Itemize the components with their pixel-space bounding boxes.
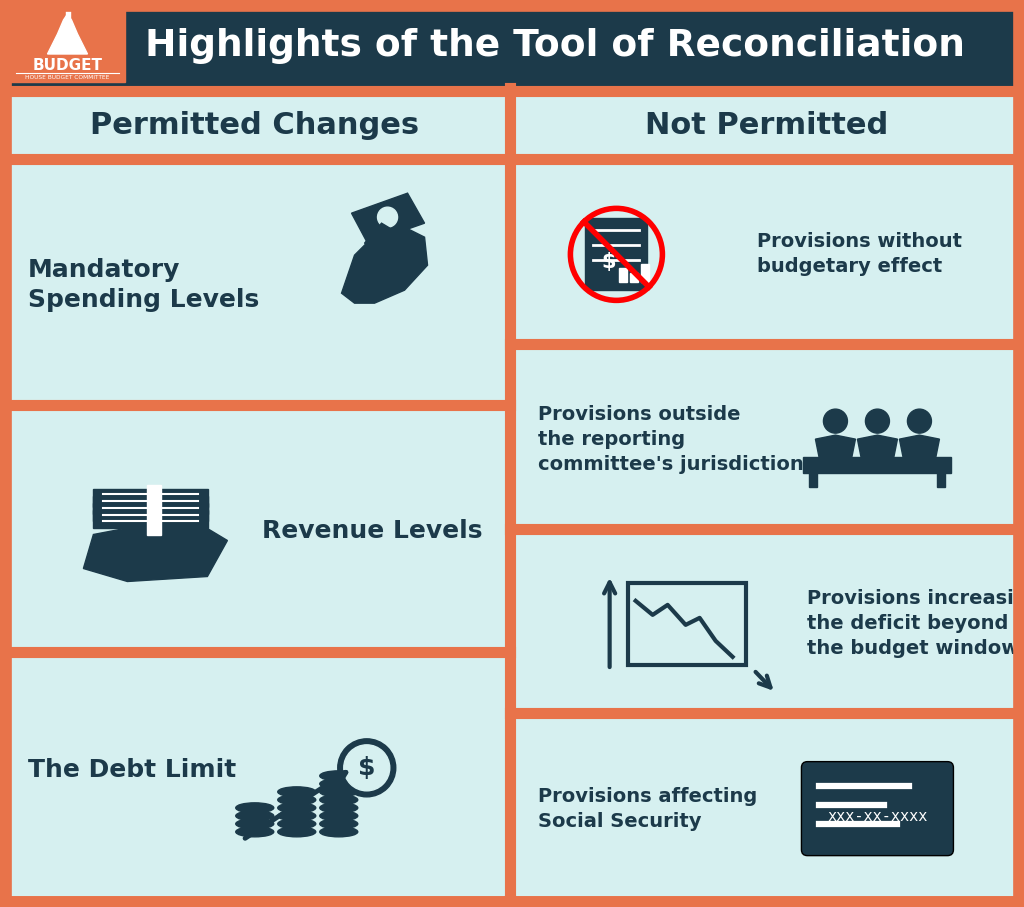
Ellipse shape [278, 803, 315, 813]
Ellipse shape [236, 819, 273, 829]
Bar [628, 583, 745, 665]
Bar [516, 717, 1018, 895]
Bar [516, 94, 1018, 156]
Ellipse shape [278, 787, 315, 797]
Circle shape [823, 409, 848, 434]
Bar [0, 0, 1024, 88]
Bar [93, 495, 209, 513]
Text: HOUSE BUDGET COMMITTEE: HOUSE BUDGET COMMITTEE [26, 75, 110, 80]
Bar [586, 219, 647, 290]
Bar [631, 273, 638, 282]
Bar [809, 473, 817, 487]
Text: Revenue Levels: Revenue Levels [261, 520, 482, 543]
Polygon shape [47, 14, 87, 54]
Ellipse shape [236, 811, 273, 821]
Ellipse shape [278, 795, 315, 805]
Bar [516, 346, 1018, 525]
Ellipse shape [319, 771, 357, 781]
Bar [516, 162, 1018, 341]
Bar [641, 264, 649, 282]
FancyBboxPatch shape [802, 762, 953, 855]
Bar [93, 502, 209, 521]
Text: Provisions without
budgetary effect: Provisions without budgetary effect [757, 232, 962, 277]
Bar [620, 268, 628, 282]
Text: Not Permitted: Not Permitted [645, 111, 889, 140]
Text: The Debt Limit: The Debt Limit [28, 758, 237, 782]
Bar [93, 510, 209, 528]
Polygon shape [342, 227, 428, 303]
Text: Mandatory
Spending Levels: Mandatory Spending Levels [28, 258, 259, 313]
Ellipse shape [319, 795, 357, 805]
Ellipse shape [319, 819, 357, 829]
Circle shape [344, 745, 390, 791]
Circle shape [865, 409, 890, 434]
Text: Highlights of the Tool of Reconciliation: Highlights of the Tool of Reconciliation [145, 28, 965, 64]
Polygon shape [66, 10, 70, 18]
Circle shape [907, 409, 932, 434]
Bar [6, 655, 504, 895]
Text: Provisions outside
the reporting
committee's jurisdiction: Provisions outside the reporting committ… [538, 405, 804, 473]
Polygon shape [857, 435, 897, 459]
Ellipse shape [319, 803, 357, 813]
Bar [93, 489, 209, 506]
Circle shape [378, 207, 397, 227]
Bar [804, 457, 951, 473]
Ellipse shape [319, 811, 357, 821]
Text: BUDGET: BUDGET [33, 58, 102, 73]
Ellipse shape [278, 819, 315, 829]
Ellipse shape [236, 803, 273, 813]
Bar [937, 473, 945, 487]
Bar [6, 162, 504, 403]
Text: $: $ [358, 756, 376, 780]
Bar [6, 408, 504, 649]
Polygon shape [351, 193, 425, 243]
Polygon shape [815, 435, 855, 459]
Bar [516, 532, 1018, 710]
Ellipse shape [319, 779, 357, 789]
Ellipse shape [319, 827, 357, 837]
Ellipse shape [278, 811, 315, 821]
Circle shape [338, 739, 395, 797]
Ellipse shape [236, 827, 273, 837]
Polygon shape [365, 223, 391, 251]
Bar [147, 484, 162, 534]
Text: xxx-xx-xxxx: xxx-xx-xxxx [827, 809, 928, 824]
Ellipse shape [278, 827, 315, 837]
Bar [6, 94, 504, 156]
Text: Permitted Changes: Permitted Changes [90, 111, 420, 140]
Polygon shape [83, 526, 227, 581]
Ellipse shape [319, 787, 357, 797]
Polygon shape [899, 435, 939, 459]
Text: Provisions affecting
Social Security: Provisions affecting Social Security [538, 786, 758, 831]
Text: Provisions increasing
the deficit beyond
the budget window: Provisions increasing the deficit beyond… [807, 590, 1024, 658]
Bar [10, 6, 125, 82]
Text: $: $ [601, 252, 615, 272]
